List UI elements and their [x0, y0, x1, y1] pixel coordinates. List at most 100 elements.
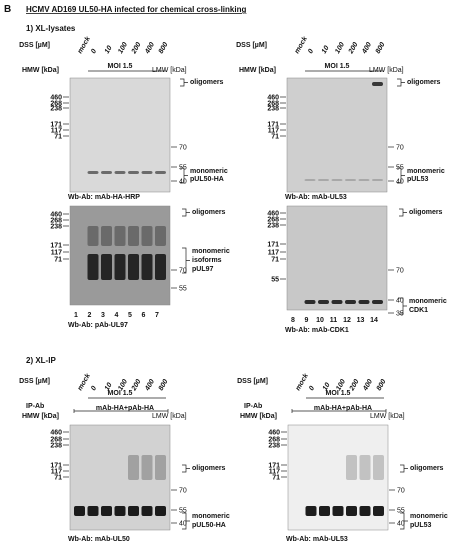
- hmw-marker: 268: [50, 218, 62, 225]
- lane-label: 10: [104, 45, 114, 55]
- lane-number: 4: [115, 312, 119, 319]
- lane-number: 6: [142, 312, 146, 319]
- annotation: CDK1: [409, 307, 428, 314]
- annotation: monomeric: [192, 513, 230, 520]
- band: [128, 455, 139, 480]
- hmw-marker: 171: [50, 122, 62, 129]
- band: [128, 506, 139, 516]
- annotation: pUL97: [192, 266, 214, 273]
- lane-label: 10: [321, 45, 331, 55]
- lane-label: 800: [158, 41, 170, 55]
- moi-label: MOI 1.5: [326, 390, 351, 397]
- annotation: monomeric: [192, 248, 230, 255]
- band: [141, 171, 153, 174]
- annotation: isoforms: [192, 257, 222, 264]
- bracket: [400, 512, 408, 530]
- lane-label: 400: [361, 41, 373, 56]
- lmw-marker: 70: [179, 488, 187, 495]
- blot: [286, 205, 388, 311]
- hmw-marker: 268: [267, 101, 279, 108]
- band: [155, 171, 166, 174]
- band: [304, 300, 316, 304]
- figure-title: HCMV AD169 UL50-HA infected for chemical…: [26, 5, 246, 14]
- ip-label: IP-Ab: [244, 403, 262, 410]
- lmw-marker: 55: [397, 508, 405, 515]
- bracket: [397, 78, 405, 87]
- band: [101, 171, 112, 174]
- band: [155, 254, 166, 280]
- lmw-marker: 40: [179, 521, 187, 528]
- hmw-marker: 268: [50, 101, 62, 108]
- band: [87, 171, 99, 174]
- hmw-marker: 171: [267, 242, 279, 249]
- annotation: pUL53: [410, 522, 432, 529]
- band: [141, 506, 153, 516]
- band: [372, 300, 383, 304]
- annotation: monomeric: [190, 168, 228, 175]
- lane-label: 10: [322, 382, 332, 392]
- hmw-marker: 71: [272, 475, 280, 482]
- bracket: [182, 512, 190, 530]
- lane-label: 0: [90, 385, 98, 392]
- band: [373, 506, 384, 516]
- lane-number: 5: [128, 312, 132, 319]
- hmw-marker: 171: [50, 463, 62, 470]
- lane-label: 800: [158, 378, 170, 392]
- band: [331, 179, 343, 181]
- hmw-label: HMW [kDa]: [22, 67, 59, 74]
- hmw-marker: 117: [269, 469, 280, 476]
- band: [305, 506, 317, 516]
- annotation: monomeric: [407, 168, 445, 175]
- moi-label: MOI 1.5: [325, 63, 350, 70]
- blot: [286, 77, 388, 193]
- lane-label: 800: [375, 41, 387, 55]
- annotation: oligomers: [190, 79, 224, 86]
- ip-line: [73, 409, 169, 413]
- band: [74, 506, 85, 516]
- hmw-marker: 268: [267, 217, 279, 224]
- band: [114, 254, 126, 280]
- hmw-marker: 238: [50, 224, 62, 231]
- band: [155, 455, 166, 480]
- bracket: [182, 247, 190, 274]
- band: [345, 179, 356, 181]
- antibody-label: Wb-Ab: pAb-UL97: [68, 322, 128, 329]
- band: [319, 506, 330, 516]
- lane-number: 8: [291, 317, 295, 324]
- band: [114, 171, 126, 174]
- annotation: oligomers: [192, 209, 226, 216]
- moi-label: MOI 1.5: [108, 390, 133, 397]
- lane-label: 200: [130, 41, 142, 56]
- lmw-marker: 70: [397, 488, 405, 495]
- lane-label: 0: [308, 385, 316, 392]
- band: [346, 455, 357, 480]
- hmw-marker: 238: [267, 106, 279, 113]
- lmw-label: LMW [kDa]: [370, 413, 405, 420]
- hmw-marker: 238: [50, 443, 62, 450]
- ip-antibody: mAb-HA+pAb-HA: [314, 405, 372, 412]
- band: [114, 506, 126, 516]
- band: [318, 179, 329, 181]
- lane-number: 10: [316, 317, 324, 324]
- band: [358, 300, 370, 304]
- hmw-marker: 71: [271, 257, 279, 264]
- hmw-marker: 117: [51, 128, 62, 135]
- hmw-marker: 460: [267, 211, 279, 218]
- hmw-marker: 117: [51, 250, 62, 257]
- band: [358, 179, 370, 181]
- lane-label: 800: [376, 378, 388, 392]
- lmw-marker: 55: [179, 508, 187, 515]
- hmw-marker: 460: [267, 95, 279, 102]
- lane-label: 400: [144, 378, 156, 393]
- band: [359, 506, 371, 516]
- band: [372, 179, 383, 181]
- hmw-marker: 55: [271, 277, 279, 284]
- lane-number: 14: [370, 317, 378, 324]
- band: [141, 254, 153, 280]
- bracket: [400, 464, 408, 473]
- ip-line: [291, 409, 387, 413]
- hmw-marker: 117: [51, 469, 62, 476]
- lane-label: 200: [347, 41, 359, 56]
- band: [372, 82, 383, 86]
